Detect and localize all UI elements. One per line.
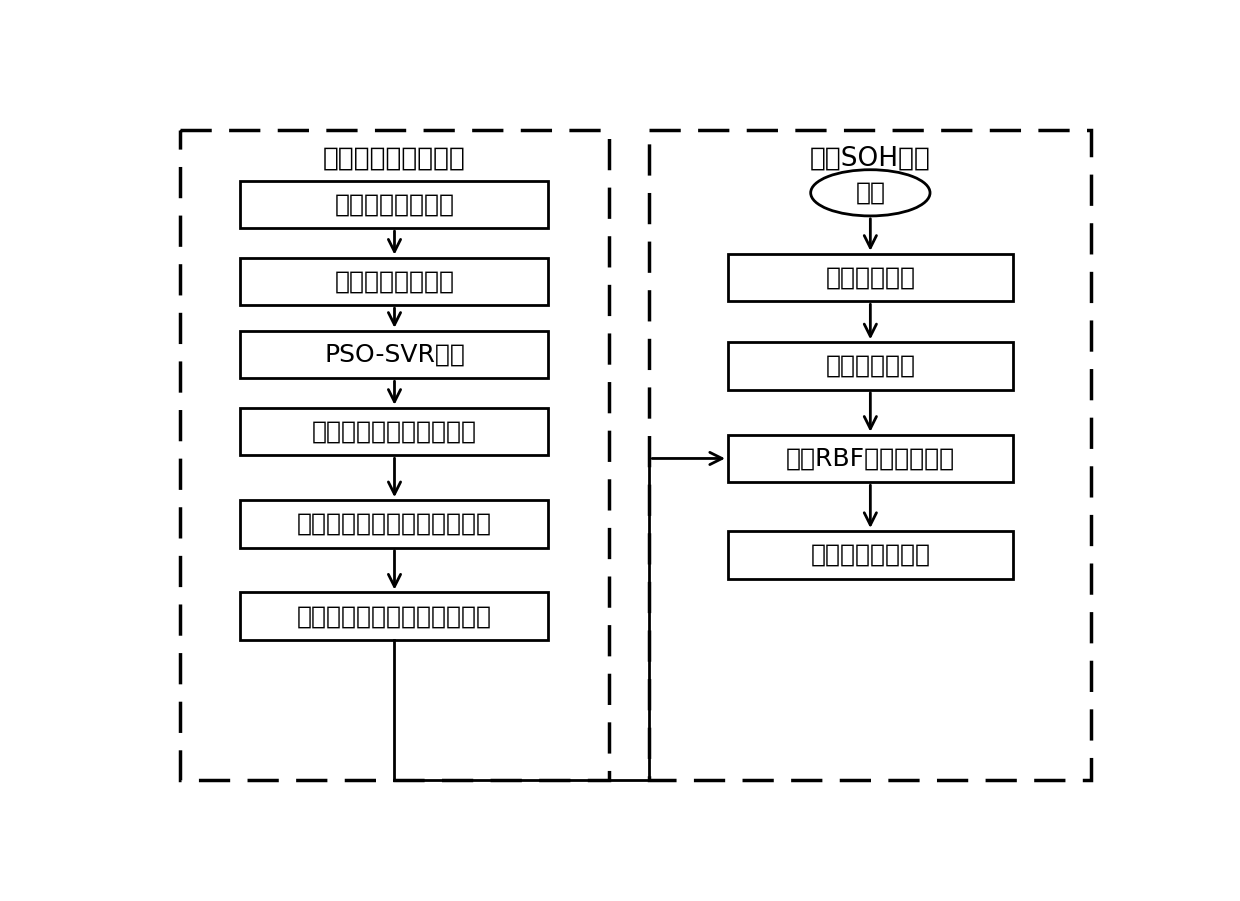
FancyBboxPatch shape [241, 500, 548, 548]
FancyBboxPatch shape [241, 258, 548, 305]
Ellipse shape [811, 169, 930, 216]
Text: 电池内阻数据采集: 电池内阻数据采集 [335, 269, 455, 294]
FancyBboxPatch shape [728, 531, 1013, 578]
Text: 开始: 开始 [856, 181, 885, 205]
Text: 建立内阻非线性回归曲线: 建立内阻非线性回归曲线 [312, 420, 477, 443]
Text: 电池老化循环测试: 电池老化循环测试 [335, 193, 455, 216]
Text: 建立RBF神经网络模型: 建立RBF神经网络模型 [786, 447, 955, 470]
FancyBboxPatch shape [728, 434, 1013, 482]
Text: 提取和训练特征参数: 提取和训练特征参数 [324, 146, 466, 172]
Text: 估算电池健康状态: 估算电池健康状态 [811, 542, 930, 567]
Text: 确定初始内阻与寿命终结内阻: 确定初始内阻与寿命终结内阻 [298, 512, 492, 536]
FancyBboxPatch shape [728, 342, 1013, 390]
Text: 计算电池健康因子并训练样本: 计算电池健康因子并训练样本 [298, 605, 492, 628]
Text: 实际SOH估算: 实际SOH估算 [810, 146, 931, 172]
FancyBboxPatch shape [241, 593, 548, 641]
FancyBboxPatch shape [241, 180, 548, 228]
FancyBboxPatch shape [728, 254, 1013, 302]
Text: 求取健康因子: 求取健康因子 [826, 354, 915, 378]
FancyBboxPatch shape [241, 407, 548, 455]
Text: PSO-SVR算法: PSO-SVR算法 [324, 342, 465, 367]
Text: 电池内阻检测: 电池内阻检测 [826, 266, 915, 289]
FancyBboxPatch shape [241, 331, 548, 378]
